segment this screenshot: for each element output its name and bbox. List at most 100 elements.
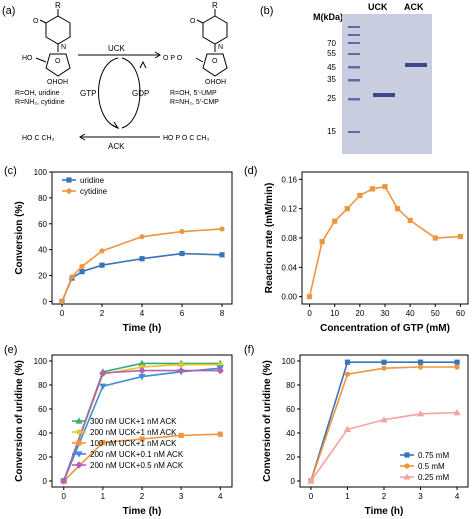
ack-band: [405, 63, 427, 67]
x-tick-label: 3: [179, 492, 184, 501]
x-tick-label: 10: [330, 309, 339, 318]
x-tick-label: 2: [100, 309, 105, 318]
data-point: [177, 367, 185, 375]
acetic-acid-label: HO C CH₃: [22, 135, 55, 142]
legend-entry: cytidine: [80, 187, 108, 196]
atom-label: N: [218, 44, 223, 51]
marker-label: 45: [327, 63, 336, 72]
data-point: [319, 239, 325, 245]
legend-entry: 0.25 mM: [418, 473, 449, 482]
phosphate-group-label: O P O: [163, 55, 183, 62]
series-0-25-mm: [307, 409, 461, 484]
x-axis-label: Concentration of GTP (mM): [320, 323, 450, 334]
x-tick-label: 50: [431, 309, 440, 318]
data-point: [369, 186, 376, 192]
y-tick-label: 0: [43, 477, 48, 486]
x-tick-label: 20: [355, 309, 364, 318]
reaction-arrows: [78, 51, 161, 141]
lane-uck-label: UCK: [368, 2, 388, 12]
data-point: [454, 359, 460, 365]
legend-marker: [75, 461, 83, 469]
marker-label: 35: [327, 75, 336, 84]
y-tick-label: 80: [38, 381, 47, 390]
data-point: [99, 248, 105, 254]
product-ump-label: R=OH, 5'-UMP: [170, 90, 217, 97]
r-label: R: [212, 1, 218, 10]
y-axis-label: Conversion (%): [14, 201, 25, 274]
product-cmp-label: R=NH₂, 5'-CMP: [170, 99, 219, 106]
marker-label: 55: [327, 49, 336, 58]
panel-a-scheme: (a) R O N HO O OHOH R=OH, uridine R=NH₂,…: [2, 1, 228, 151]
data-point: [407, 217, 413, 223]
data-point: [99, 262, 105, 268]
y-tick-label: 40: [38, 429, 47, 438]
substrate-cytidine-label: R=NH₂, cytidine: [15, 99, 65, 106]
legend: uridine cytidine: [62, 176, 108, 196]
data-point: [381, 365, 387, 371]
y-tick-label: 20: [38, 453, 47, 462]
legend-entry: 200 nM UCK+1 nM ACK: [90, 428, 177, 437]
data-point: [217, 431, 223, 437]
data-point: [99, 369, 107, 377]
x-tick-label: 60: [456, 309, 465, 318]
atom-label: OHOH: [47, 79, 68, 86]
series-line: [308, 185, 461, 297]
x-axis-label: Time (h): [123, 506, 162, 517]
data-point: [416, 410, 425, 417]
gtp-label: GTP: [80, 89, 96, 98]
r-label: R: [55, 1, 61, 10]
legend-marker: [75, 417, 83, 424]
data-point: [179, 250, 185, 257]
legend: 300 nM UCK+1 nM ACK 200 nM UCK+1 nM ACK 10…: [72, 417, 184, 470]
marker-label: 25: [327, 94, 336, 103]
series-uridine: [59, 250, 225, 305]
y-tick-label: 60: [38, 220, 47, 229]
legend-marker: [66, 188, 72, 194]
legend-entry: 200 nM UCK+0.1 nM ACK: [90, 450, 184, 459]
data-point: [332, 218, 338, 224]
data-point: [343, 425, 352, 432]
legend-entry: 300 nM UCK+1 nM ACK: [90, 417, 177, 426]
y-tick-label: 0.12: [281, 205, 297, 214]
y-tick-label: 80: [38, 194, 47, 203]
legend-entry: 0.5 mM: [418, 462, 445, 471]
y-tick-label: 0.08: [281, 234, 297, 243]
legend-entry: 200 nM UCK+0.5 nM ACK: [90, 461, 184, 470]
data-point: [138, 374, 146, 381]
y-tick-label: 100: [282, 357, 296, 366]
y-tick-label: 0: [43, 297, 48, 306]
data-point: [99, 383, 107, 390]
panel-b-letter: (b): [260, 5, 273, 17]
x-tick-label: 30: [381, 309, 390, 318]
y-tick-label: 100: [34, 168, 48, 177]
x-tick-label: 2: [382, 492, 387, 501]
data-point: [79, 263, 85, 270]
series-cytidine: [59, 226, 225, 305]
legend-marker: [66, 177, 72, 183]
atom-label: O: [55, 58, 61, 65]
x-tick-label: 3: [418, 492, 423, 501]
panel-letter: (e): [4, 344, 17, 356]
nucleoside-structure: [35, 9, 71, 77]
y-tick-label: 100: [34, 357, 48, 366]
legend-marker: [403, 473, 411, 480]
panel-letter: (c): [4, 165, 17, 177]
series-line: [61, 228, 223, 302]
atom-label: OHOH: [205, 79, 226, 86]
y-tick-label: 40: [38, 246, 47, 255]
legend-marker: [404, 452, 410, 458]
data-point: [60, 477, 68, 485]
y-tick-label: 60: [286, 405, 295, 414]
data-point: [306, 294, 313, 300]
legend-marker: [75, 451, 83, 458]
y-axis-label: Conversion of uridine (%): [14, 360, 25, 482]
legend-marker: [76, 440, 82, 446]
legend-entry: 0.75 mM: [418, 451, 449, 460]
data-point: [432, 235, 438, 241]
x-tick-label: 4: [455, 492, 460, 501]
marker-label: 15: [327, 127, 336, 136]
mkda-label: M(kDa): [313, 12, 343, 22]
enzyme-uck-label: UCK: [108, 44, 126, 53]
gel-background: [342, 14, 432, 154]
